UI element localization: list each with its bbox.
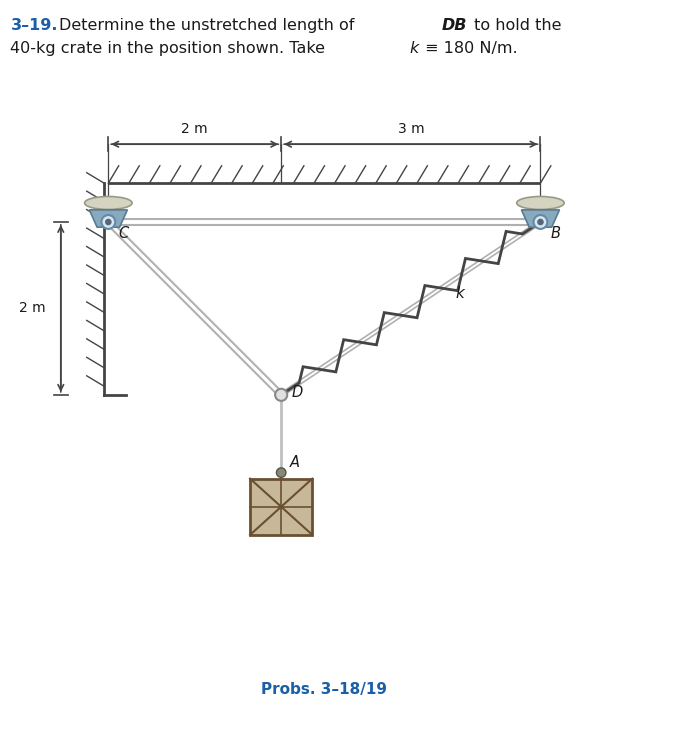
Text: C: C (119, 227, 129, 241)
Circle shape (275, 389, 287, 401)
Text: k: k (456, 286, 464, 301)
Text: 2 m: 2 m (19, 301, 45, 315)
Text: Determine the unstretched length of: Determine the unstretched length of (59, 18, 359, 33)
Text: D: D (291, 384, 303, 399)
Polygon shape (522, 210, 559, 227)
Circle shape (534, 215, 547, 229)
Ellipse shape (517, 196, 564, 210)
Text: 2 m: 2 m (181, 122, 208, 136)
Text: Probs. 3–18/19: Probs. 3–18/19 (262, 683, 388, 697)
Polygon shape (89, 210, 127, 227)
Circle shape (538, 219, 543, 224)
Text: 3 m: 3 m (397, 122, 424, 136)
Ellipse shape (84, 196, 132, 210)
Text: DB: DB (441, 18, 467, 33)
Text: B: B (551, 227, 561, 241)
Bar (250, 479, 312, 535)
Text: 40-kg crate in the position shown. Take: 40-kg crate in the position shown. Take (10, 41, 331, 55)
Circle shape (276, 468, 286, 477)
Circle shape (106, 219, 111, 224)
Text: to hold the: to hold the (469, 18, 562, 33)
Text: 3–19.: 3–19. (10, 18, 58, 33)
Text: ≡ 180 N/m.: ≡ 180 N/m. (420, 41, 518, 55)
Circle shape (102, 215, 116, 229)
Text: A: A (290, 455, 300, 470)
Text: k: k (410, 41, 419, 55)
